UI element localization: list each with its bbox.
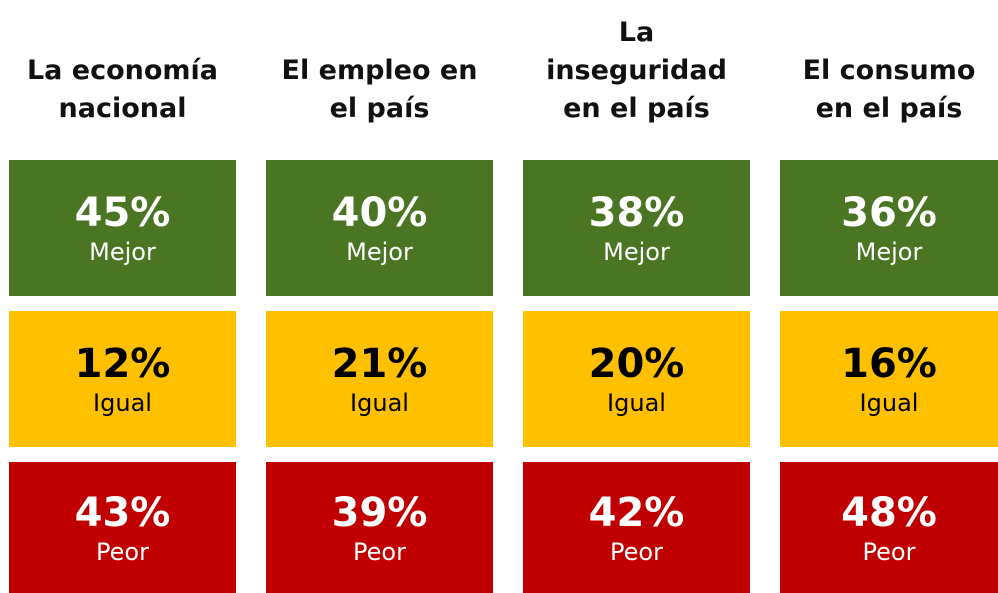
title-line: el país [329, 93, 430, 124]
tile-label: Igual [350, 389, 409, 417]
tile: 36% Mejor [780, 160, 998, 296]
tile-label: Mejor [346, 238, 413, 266]
column: El empleo en el país 40% Mejor 21% Igual 39% Pe… [266, 0, 493, 593]
tile: 45% Mejor [9, 160, 236, 296]
tile-label: Mejor [89, 238, 156, 266]
percent: 43% [74, 489, 171, 536]
title-line: La [618, 17, 655, 48]
tile: 12% Igual [9, 311, 236, 447]
tile-label: Peor [353, 537, 406, 566]
column-title: La economía nacional [9, 0, 236, 128]
column: La economía nacional 45% Mejor 12% Igual 43% Pe… [9, 0, 236, 593]
percent: 20% [588, 341, 685, 387]
tile-label: Igual [859, 389, 919, 417]
tile-label: Igual [607, 389, 666, 417]
title-line: La economía [26, 55, 219, 86]
percent: 16% [841, 341, 937, 387]
title-line: El consumo [802, 55, 976, 86]
column-title: El empleo en el país [266, 0, 493, 128]
tile-label: Igual [93, 389, 152, 417]
percent: 21% [331, 341, 428, 387]
percent: 39% [331, 489, 428, 536]
tile-label: Mejor [603, 238, 670, 266]
tile: 21% Igual [266, 311, 493, 447]
tile-label: Mejor [855, 238, 923, 266]
title-line: nacional [58, 93, 187, 124]
percent: 42% [588, 489, 685, 536]
percent: 38% [588, 190, 685, 236]
tile: 40% Mejor [266, 160, 493, 296]
tile: 42% Peor [523, 462, 750, 593]
percent: 45% [74, 190, 171, 236]
title-line: inseguridad [546, 55, 727, 86]
tile: 16% Igual [780, 311, 998, 447]
tile: 43% Peor [9, 462, 236, 593]
column: El consumo en el país 36% Mejor 16% Igual 48% P… [780, 0, 998, 593]
tile-label: Peor [96, 537, 149, 566]
percent: 48% [841, 489, 937, 536]
title-line: El empleo en [281, 55, 478, 86]
tile-label: Peor [862, 537, 916, 566]
column-title: La inseguridad en el país [523, 0, 750, 128]
tile-label: Peor [610, 537, 663, 566]
tile: 38% Mejor [523, 160, 750, 296]
column-title: El consumo en el país [780, 0, 998, 128]
title-line: en el país [563, 93, 710, 124]
tile: 39% Peor [266, 462, 493, 593]
column: La inseguridad en el país 38% Mejor 20% Igual 4… [523, 0, 750, 593]
tile: 48% Peor [780, 462, 998, 593]
percent: 40% [331, 190, 428, 236]
tile: 20% Igual [523, 311, 750, 447]
percent: 36% [841, 190, 937, 236]
title-line: en el país [815, 93, 963, 124]
percent: 12% [74, 341, 171, 387]
